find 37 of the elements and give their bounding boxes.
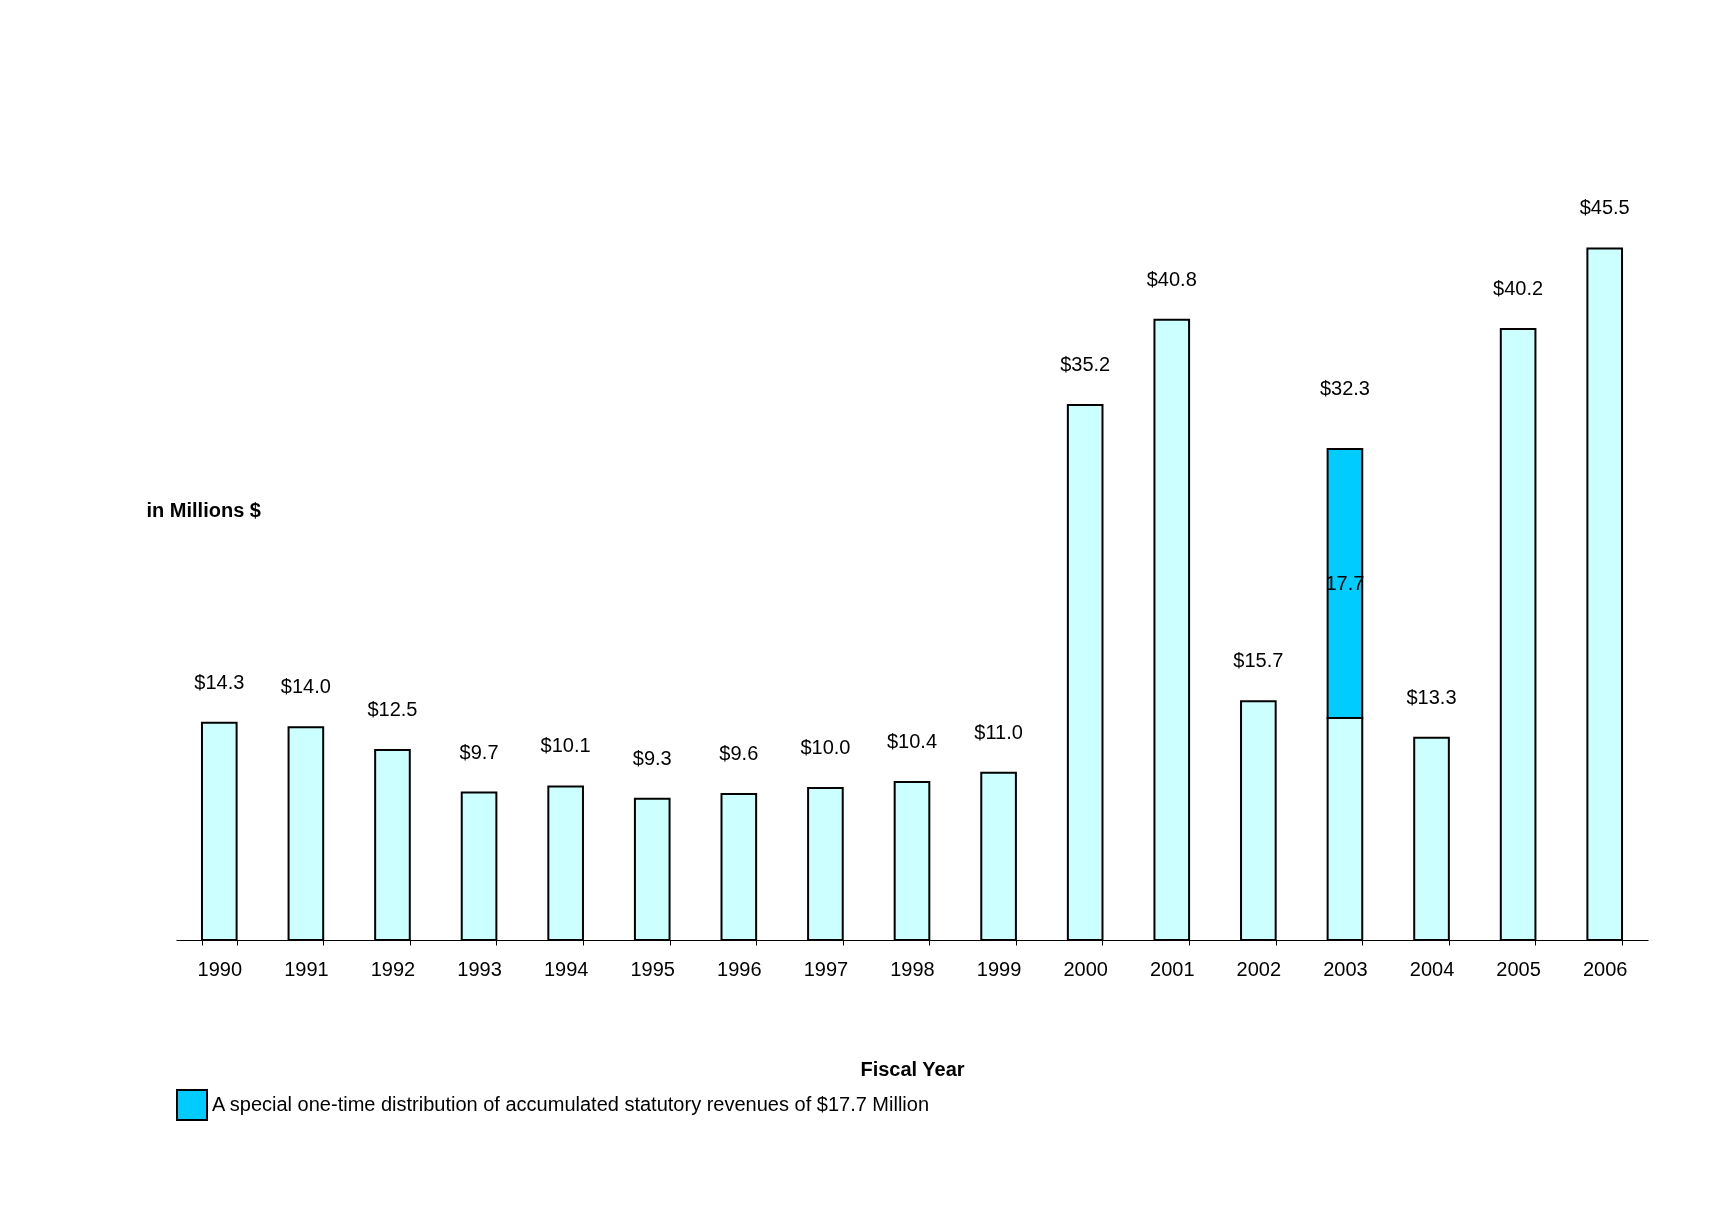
data-label: $10.1 [540,734,591,757]
legend-label: A special one-time distribution of accumulated statutory revenues of $17.7 Million [212,1093,930,1115]
data-label: $10.4 [886,729,938,752]
x-tick-label: 2006 [1582,957,1628,980]
x-tick-label: 1996 [717,957,762,980]
x-tick-label: 2001 [1150,957,1195,980]
data-label: $11.0 [974,720,1023,743]
data-label: $14.3 [194,670,245,693]
data-label: $12.5 [367,698,418,720]
x-tick-label: 1995 [630,957,675,980]
x-tick-label: 1997 [803,957,849,980]
x-tick-label: 2000 [1063,957,1108,980]
data-label: $9.6 [719,742,759,765]
data-label: $35.2 [1060,352,1111,375]
y-axis-title: in Millions $ [146,498,261,521]
data-label: $45.5 [1579,196,1630,219]
data-label: $13.3 [1406,685,1457,708]
x-tick-label: 1992 [370,957,416,980]
data-label: $40.2 [1493,276,1544,299]
x-tick-label: 1990 [197,957,243,980]
data-label: $9.3 [632,746,672,769]
x-tick-label: 2003 [1323,957,1368,980]
x-tick-label: 1999 [976,957,1022,980]
x-tick-label: 1993 [457,957,502,980]
data-label: $14.0 [280,675,331,698]
data-label: $15.7 [1233,649,1284,672]
x-tick-label: 2005 [1496,957,1541,980]
x-tick-label: 1994 [543,957,589,980]
x-axis-title: Fiscal Year [860,1057,965,1080]
data-label: $10.0 [800,736,851,758]
x-tick-label: 1991 [284,957,329,980]
x-tick-label: 2002 [1236,957,1282,980]
data-label: $40.8 [1146,267,1197,290]
x-tick-label: 2004 [1409,957,1455,980]
data-label: $9.7 [459,740,499,763]
x-tick-label: 1998 [890,957,935,980]
total-label: $32.3 [1319,377,1370,400]
